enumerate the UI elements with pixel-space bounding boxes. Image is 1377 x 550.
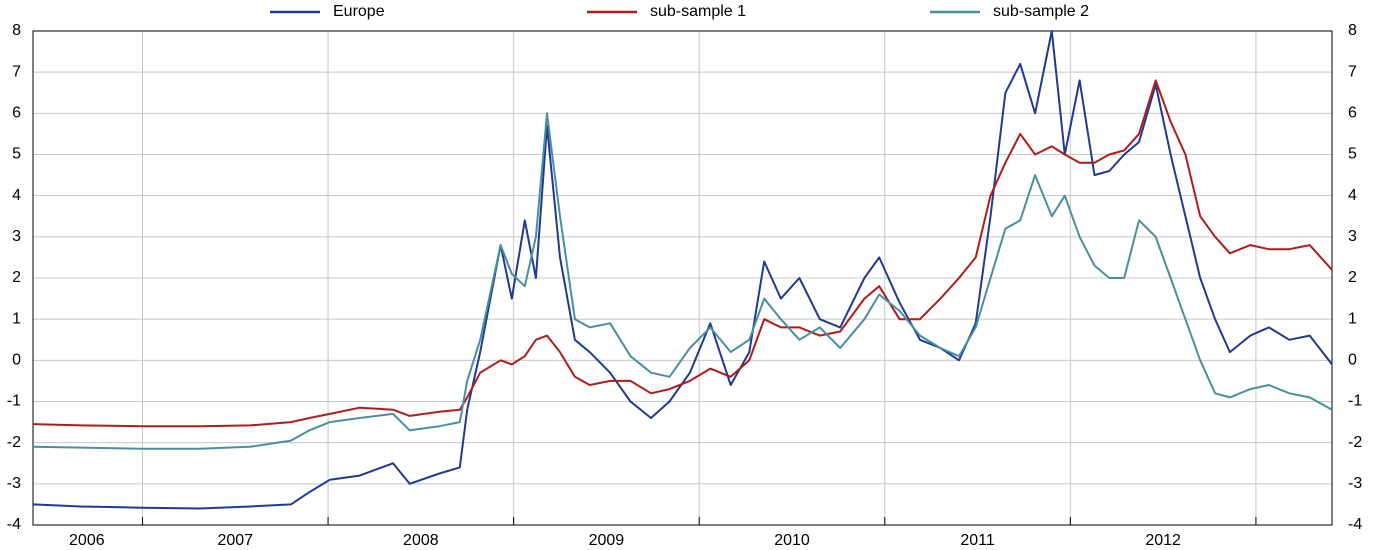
y-tick-label: -3 <box>7 475 21 492</box>
x-tick-label: 2008 <box>403 532 439 549</box>
x-tick-label: 2006 <box>69 532 105 549</box>
plot-frame <box>32 30 1333 526</box>
y-tick-label: 1 <box>12 310 21 327</box>
y-tick-label-right: 4 <box>1348 187 1357 204</box>
x-tick-label: 2012 <box>1145 532 1181 549</box>
y-tick-label: 4 <box>12 187 21 204</box>
y-tick-label: 2 <box>12 269 21 286</box>
y-tick-label-right: 5 <box>1348 146 1357 163</box>
x-tick-label: 2011 <box>960 532 995 549</box>
y-tick-label: 6 <box>12 105 21 122</box>
y-tick-label: 7 <box>12 63 21 80</box>
y-tick-label: -2 <box>7 434 21 451</box>
y-tick-label: -4 <box>7 516 21 533</box>
y-tick-label-right: -2 <box>1348 434 1362 451</box>
y-tick-label: -1 <box>7 393 21 410</box>
line-series <box>32 79 1333 428</box>
y-tick-label-right: -1 <box>1348 393 1362 410</box>
x-tick-label: 2007 <box>217 532 253 549</box>
y-tick-label-right: 0 <box>1348 352 1357 369</box>
line-series <box>32 112 1333 450</box>
y-tick-label-right: 1 <box>1348 310 1357 327</box>
x-tick-label: 2010 <box>774 532 810 549</box>
x-tick-label: 2009 <box>589 532 625 549</box>
legend-label: sub-sample 1 <box>650 3 746 20</box>
y-tick-label-right: 6 <box>1348 105 1357 122</box>
y-tick-label: 5 <box>12 146 21 163</box>
legend-label: Europe <box>333 3 385 20</box>
y-tick-label-right: -3 <box>1348 475 1362 492</box>
line-series <box>32 30 1333 510</box>
y-tick-label-right: -4 <box>1348 516 1362 533</box>
y-tick-label-right: 8 <box>1348 22 1357 39</box>
y-tick-label: 8 <box>12 22 21 39</box>
legend-label: sub-sample 2 <box>993 3 1089 20</box>
y-tick-label: 0 <box>12 352 21 369</box>
y-tick-label: 3 <box>12 228 21 245</box>
y-tick-label-right: 3 <box>1348 228 1357 245</box>
y-tick-label-right: 2 <box>1348 269 1357 286</box>
y-tick-label-right: 7 <box>1348 63 1357 80</box>
